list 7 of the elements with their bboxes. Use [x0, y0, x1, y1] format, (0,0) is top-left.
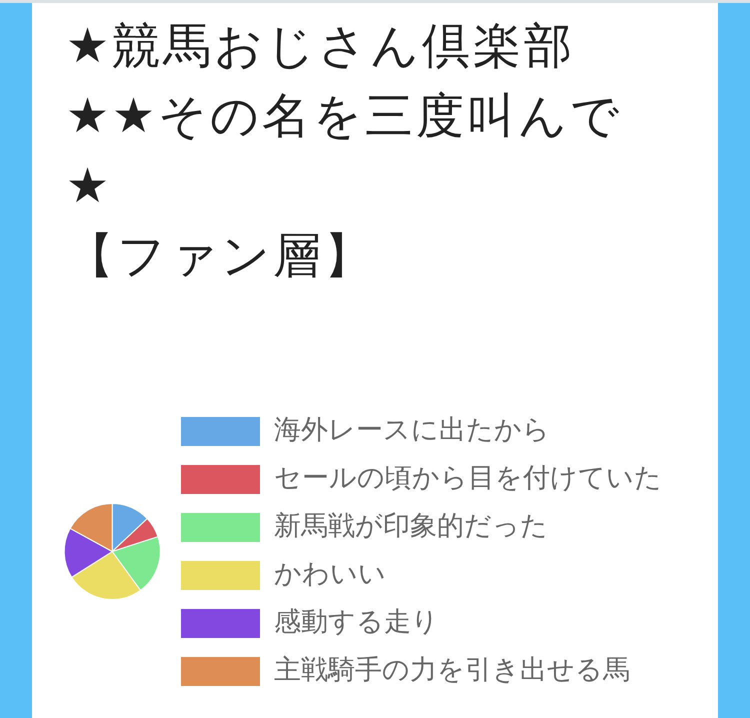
legend-label: セールの頃から目を付けていた	[274, 462, 662, 494]
legend-label: 海外レースに出たから	[274, 414, 550, 446]
chart-title: ★競馬おじさん倶楽部 ★★その名を三度叫んで ★ 【ファン層】	[66, 17, 622, 286]
legend-label: かわいい	[274, 558, 386, 590]
legend-label: 主戦騎手の力を引き出せる馬	[274, 654, 630, 686]
legend-label: 感動する走り	[274, 606, 439, 638]
legend-label: 新馬戦が印象的だった	[274, 510, 548, 542]
